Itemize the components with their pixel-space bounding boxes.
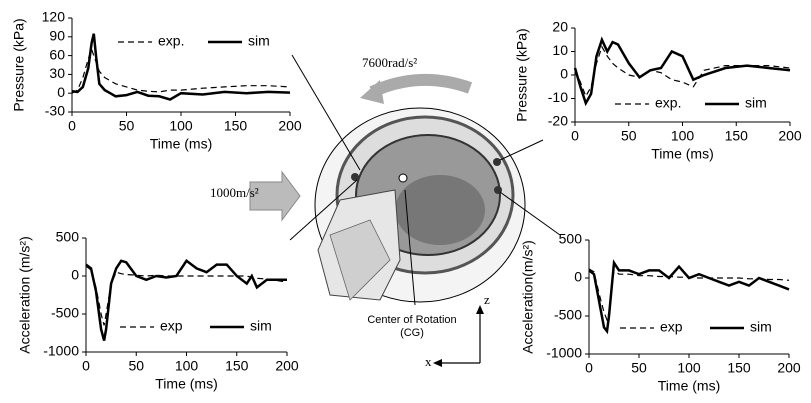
y-tick-label: -10 xyxy=(548,89,568,105)
x-tick-label: 50 xyxy=(119,118,135,134)
x-tick-label: 100 xyxy=(175,358,199,374)
head-model xyxy=(249,54,561,367)
y-tick-label: 0 xyxy=(71,267,79,283)
y-axis-label: Acceleration (m/s²) xyxy=(17,236,33,353)
angular-acceleration-label: 7600rad/s² xyxy=(362,55,417,70)
legend-label: exp xyxy=(660,319,683,335)
legend-label: sim xyxy=(750,319,772,335)
y-tick-label: -20 xyxy=(548,113,568,129)
y-tick-label: 500 xyxy=(56,229,80,245)
x-axis-label: Time (ms) xyxy=(651,146,713,162)
x-tick-label: 200 xyxy=(278,118,302,134)
x-tick-label: 50 xyxy=(128,358,144,374)
legend-label: exp. xyxy=(158,33,184,49)
center-label: Center of Rotation xyxy=(367,314,456,326)
y-tick-label: 60 xyxy=(49,46,65,62)
y-tick-label: -1000 xyxy=(43,343,79,359)
y-axis-label: Pressure (kPa) xyxy=(11,18,27,111)
y-tick-label: 0 xyxy=(574,269,582,285)
x-tick-label: 200 xyxy=(778,128,802,144)
x-tick-label: 100 xyxy=(169,118,193,134)
y-axis-label: Pressure (kPa) xyxy=(514,28,530,121)
y-tick-label: 0 xyxy=(560,66,568,82)
data-line xyxy=(71,33,291,101)
x-tick-label: 0 xyxy=(571,128,579,144)
x-tick-label: 0 xyxy=(585,360,593,376)
y-tick-label: 90 xyxy=(49,28,65,44)
y-tick-label: 0 xyxy=(57,84,65,100)
x-axis-label: Time (ms) xyxy=(658,378,720,394)
y-tick-label: -1000 xyxy=(546,345,582,361)
x-tick-label: 200 xyxy=(777,360,801,376)
data-line xyxy=(588,259,790,335)
x-tick-label: 0 xyxy=(82,358,90,374)
y-tick-label: 500 xyxy=(559,231,583,247)
legend-label: exp xyxy=(160,318,183,334)
y-tick-label: -500 xyxy=(51,305,79,321)
y-tick-label: 30 xyxy=(49,65,65,81)
axis-z-label: z xyxy=(484,292,490,307)
x-tick-label: 150 xyxy=(725,128,749,144)
linear-acceleration-label: 1000m/s² xyxy=(210,185,259,200)
y-tick-label: -30 xyxy=(45,103,65,119)
y-tick-label: 20 xyxy=(552,19,568,35)
data-line xyxy=(573,36,791,107)
data-line xyxy=(574,45,791,98)
x-tick-label: 100 xyxy=(671,128,695,144)
data-line xyxy=(71,47,291,94)
x-tick-label: 200 xyxy=(275,358,299,374)
y-axis-label: Acceleration(m/s²) xyxy=(520,240,536,354)
legend-label: sim xyxy=(248,33,270,49)
legend-label: sim xyxy=(745,95,767,111)
x-tick-label: 150 xyxy=(224,118,248,134)
center-abbrev: (CG) xyxy=(400,327,424,339)
x-axis-label: Time (ms) xyxy=(150,136,212,152)
data-line xyxy=(85,265,288,326)
legend-label: sim xyxy=(250,318,272,334)
axis-x-label: x xyxy=(425,354,432,369)
x-tick-label: 50 xyxy=(631,360,647,376)
x-tick-label: 150 xyxy=(727,360,751,376)
x-tick-label: 100 xyxy=(677,360,701,376)
x-axis-label: Time (ms) xyxy=(155,376,217,392)
x-tick-label: 150 xyxy=(225,358,249,374)
x-tick-label: 0 xyxy=(68,118,76,134)
legend-label: exp. xyxy=(655,95,681,111)
x-tick-label: 50 xyxy=(621,128,637,144)
y-tick-label: 120 xyxy=(42,9,66,25)
y-tick-label: -500 xyxy=(554,307,582,323)
y-tick-label: 10 xyxy=(552,42,568,58)
data-line xyxy=(85,259,287,341)
